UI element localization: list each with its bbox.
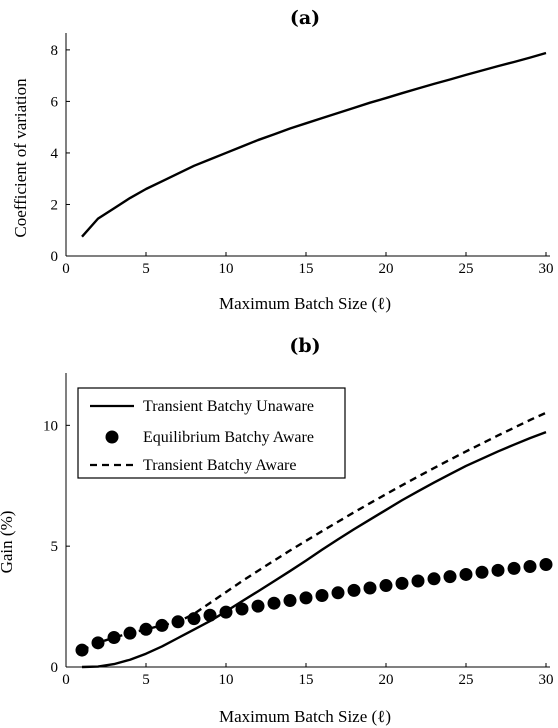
panel-b-marker-point (139, 622, 153, 636)
panel-b-x-tick-label: 10 (219, 672, 234, 688)
legend-label-transient-batchy-aware: Transient Batchy Aware (143, 457, 296, 474)
panel-b-marker-point (283, 594, 297, 608)
panel-b-marker-point (219, 605, 233, 619)
panel-b-axes: 0 5 10 15 20 25 30 0 5 10 (43, 373, 554, 688)
panel-b-marker-point (379, 579, 393, 593)
panel-b-y-tick-label: 5 (51, 539, 59, 555)
panel-a-y-tick-label: 4 (51, 146, 59, 162)
panel-b-marker-point (251, 599, 265, 613)
panel-b-marker-point (363, 581, 377, 595)
panel-b-x-tick-label: 20 (379, 672, 394, 688)
panel-b-xlabel: Maximum Batch Size (ℓ) (219, 707, 391, 726)
legend-box (77, 387, 346, 479)
panel-b-marker-point (75, 643, 89, 657)
panel-a-x-tick-label: 20 (379, 261, 394, 277)
panel-a-y-tick-label: 8 (51, 43, 59, 59)
panel-b-marker-point (155, 618, 169, 632)
panel-a-y-tick-label: 0 (51, 249, 59, 265)
series-transient-batchy-aware-line (81, 411, 547, 652)
panel-a-coefficient-of-variation: (a) Coefficient of variation Maximum Bat… (11, 7, 554, 313)
panel-b-marker-point (523, 559, 537, 573)
panel-b-title: (b) (289, 335, 320, 357)
panel-b-x-tick-label: 25 (459, 672, 474, 688)
panel-b-marker-point (395, 576, 409, 590)
panel-b-marker-point (507, 561, 521, 575)
panel-a-x-tick-label: 0 (62, 261, 70, 277)
panel-b-y-tick-label: 10 (43, 418, 58, 434)
panel-b-ylabel: Gain (%) (0, 511, 16, 574)
panel-a-y-tick-label: 6 (51, 94, 59, 110)
legend-swatch-marker (105, 430, 119, 444)
panel-b-x-tick-label: 0 (62, 672, 70, 688)
panel-b-marker-point (315, 588, 329, 602)
panel-a-axes: 0 5 10 15 20 25 30 0 2 4 6 8 (51, 33, 554, 277)
panel-b-y-tick-label: 0 (51, 660, 59, 676)
panel-a-x-tick-label: 5 (142, 261, 150, 277)
panel-b-x-tick-label: 5 (142, 672, 150, 688)
panel-b-marker-point (187, 612, 201, 626)
panel-a-x-tick-label: 15 (299, 261, 314, 277)
panel-a-xlabel: Maximum Batch Size (ℓ) (219, 294, 391, 313)
panel-b-marker-point (475, 565, 489, 579)
panel-b-marker-point (491, 563, 505, 577)
panel-b-marker-point (203, 608, 217, 622)
series-transient-batchy-unaware-line (81, 430, 547, 669)
panel-b-marker-point (107, 631, 121, 645)
panel-b-marker-point (331, 586, 345, 600)
panel-b-marker-point (267, 596, 281, 610)
panel-a-y-tick-label: 2 (51, 197, 59, 213)
legend-label-transient-batchy-unaware: Transient Batchy Unaware (143, 398, 314, 415)
panel-b-legend: Transient Batchy Unaware Equilibrium Bat… (77, 387, 346, 479)
legend-label-equilibrium-batchy-aware: Equilibrium Batchy Aware (143, 429, 314, 446)
panel-b-marker-point (299, 591, 313, 605)
panel-b-gain: (b) Gain (%) Maximum Batch Size (ℓ) 0 5 10… (0, 335, 554, 726)
panel-b-marker-point (427, 572, 441, 586)
panel-b-marker-point (443, 570, 457, 584)
panel-a-title: (a) (290, 7, 320, 29)
panel-a-x-tick-label: 10 (219, 261, 234, 277)
panel-b-marker-point (235, 602, 249, 616)
panel-b-marker-point (539, 558, 553, 572)
panel-a-plot-area (81, 51, 547, 238)
panel-a-series-line (81, 51, 547, 238)
panel-b-marker-point (411, 574, 425, 588)
panel-b-x-tick-label: 15 (299, 672, 314, 688)
panel-b-marker-point (347, 583, 361, 597)
panel-a-x-tick-label: 30 (539, 261, 554, 277)
panel-b-marker-point (459, 567, 473, 581)
panel-a-x-tick-label: 25 (459, 261, 474, 277)
panel-b-plot-area (75, 411, 553, 669)
panel-b-x-tick-label: 30 (539, 672, 554, 688)
panel-a-ylabel: Coefficient of variation (11, 78, 30, 238)
